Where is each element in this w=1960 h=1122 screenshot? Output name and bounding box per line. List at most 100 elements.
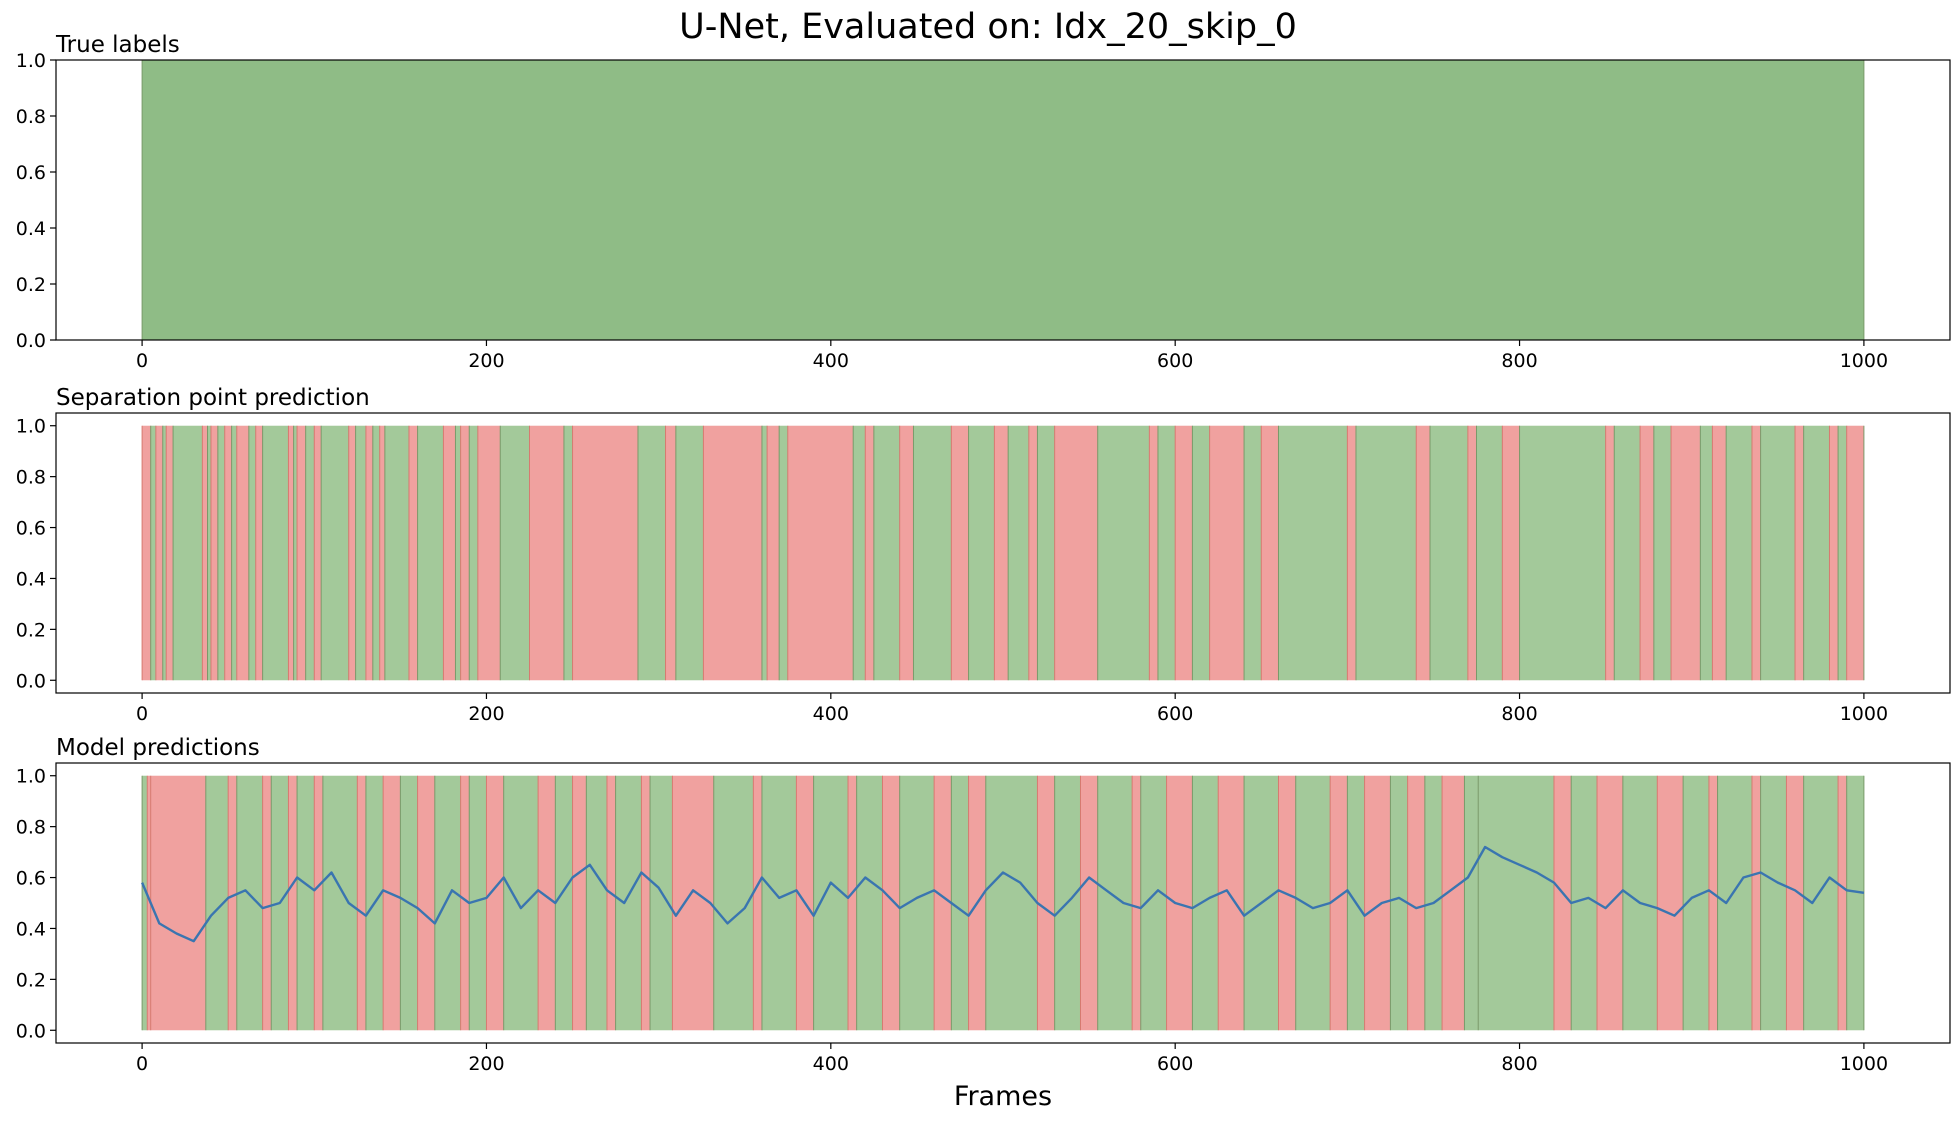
positive-span (985, 775, 1038, 1031)
y-tick-label: 0.8 (16, 467, 46, 489)
panels: True labels 0 200 400 600 800 1000 0.0 0.2 0.4 0.6… (16, 32, 1951, 1075)
x-tick-label: 0 (136, 350, 148, 372)
y-tick-label: 0.0 (16, 670, 46, 692)
positive-span (1157, 425, 1176, 681)
axes-frame (55, 412, 1951, 694)
x-tick-label: 1000 (1840, 350, 1888, 372)
positive-span (1760, 425, 1796, 681)
negative-span (1795, 425, 1804, 681)
negative-span (1278, 775, 1296, 1031)
negative-span (1261, 425, 1279, 681)
figure-title: U-Net, Evaluated on: Idx_20_skip_0 (679, 7, 1297, 47)
positive-span (968, 425, 995, 681)
negative-span (1829, 425, 1839, 681)
negative-span (848, 775, 857, 1031)
negative-span (210, 425, 218, 681)
positive-span (1192, 425, 1210, 681)
negative-span (538, 775, 556, 1031)
positive-span (355, 425, 366, 681)
negative-span (314, 775, 323, 1031)
positive-span (1700, 425, 1713, 681)
negative-span (1553, 775, 1572, 1031)
negative-span (1751, 425, 1761, 681)
positive-span (1519, 425, 1606, 681)
positive-span (503, 775, 539, 1031)
x-tick-label: 1000 (1840, 703, 1888, 725)
positive-span (293, 425, 298, 681)
y-tick-label: 0.2 (16, 969, 46, 991)
negative-span (1347, 425, 1356, 681)
positive-span (162, 425, 167, 681)
positive-span (1355, 425, 1417, 681)
negative-span (1407, 775, 1425, 1031)
negative-span (641, 775, 651, 1031)
positive-span (555, 775, 573, 1031)
negative-span (703, 425, 762, 681)
positive-span (1390, 775, 1408, 1031)
positive-span (1614, 425, 1641, 681)
positive-span (1097, 425, 1150, 681)
x-tick-label: 400 (813, 1053, 849, 1075)
y-tick-label: 1.0 (16, 766, 46, 788)
positive-span (1476, 425, 1503, 681)
positive-span (321, 425, 349, 681)
positive-span (1478, 775, 1554, 1031)
positive-span (417, 425, 444, 681)
positive-span (1192, 775, 1219, 1031)
positive-span (1838, 425, 1847, 681)
positive-span (1008, 425, 1029, 681)
negative-span (1175, 425, 1193, 681)
x-tick-label: 200 (468, 703, 504, 725)
negative-span (379, 425, 385, 681)
negative-span (951, 425, 969, 681)
negative-span (572, 775, 587, 1031)
panel-3: Model predictions 0 200 400 600 800 1000 0.0 0.2… (16, 735, 1951, 1075)
negative-span (408, 425, 418, 681)
positive-span (372, 425, 380, 681)
positive-span (469, 425, 478, 681)
positive-span (563, 425, 573, 681)
positive-span (675, 425, 704, 681)
negative-span (1037, 775, 1055, 1031)
positive-span (899, 775, 935, 1031)
positive-span (856, 775, 883, 1031)
x-tick-label: 600 (1157, 703, 1193, 725)
negative-span (477, 425, 501, 681)
negative-span (529, 425, 564, 681)
x-tick-label: 600 (1157, 350, 1193, 372)
negative-span (899, 425, 914, 681)
negative-span (665, 425, 676, 681)
positive-span (1803, 775, 1839, 1031)
negative-span (1605, 425, 1615, 681)
y-tick-label: 0.6 (16, 868, 46, 890)
negative-span (1467, 425, 1477, 681)
x-tick-label: 0 (136, 703, 148, 725)
negative-span (882, 775, 900, 1031)
negative-span (202, 425, 208, 681)
negative-span (1209, 425, 1245, 681)
axes-frame (55, 59, 1951, 341)
negative-span (1028, 425, 1038, 681)
x-tick-label: 800 (1501, 350, 1537, 372)
positive-span (434, 775, 461, 1031)
y-tick-label: 0.0 (16, 1020, 46, 1042)
panel-2: Separation point prediction 0 200 400 600 800… (16, 385, 1951, 725)
negative-span (767, 425, 780, 681)
positive-span (1726, 425, 1752, 681)
positive-span (469, 775, 487, 1031)
positive-span (873, 425, 900, 681)
negative-span (155, 425, 163, 681)
x-axis-label: Frames (954, 1081, 1052, 1112)
negative-span (417, 775, 435, 1031)
y-tick-label: 0.6 (16, 518, 46, 540)
negative-span (443, 425, 456, 681)
negative-span (1712, 425, 1727, 681)
positive-span (586, 775, 607, 1031)
y-tick-label: 1.0 (16, 416, 46, 438)
positive-span (1803, 425, 1830, 681)
positive-span (1760, 775, 1787, 1031)
negative-span (1502, 425, 1520, 681)
positive-span (297, 775, 315, 1031)
x-tick-label: 1000 (1840, 1053, 1888, 1075)
positive-span (248, 425, 256, 681)
